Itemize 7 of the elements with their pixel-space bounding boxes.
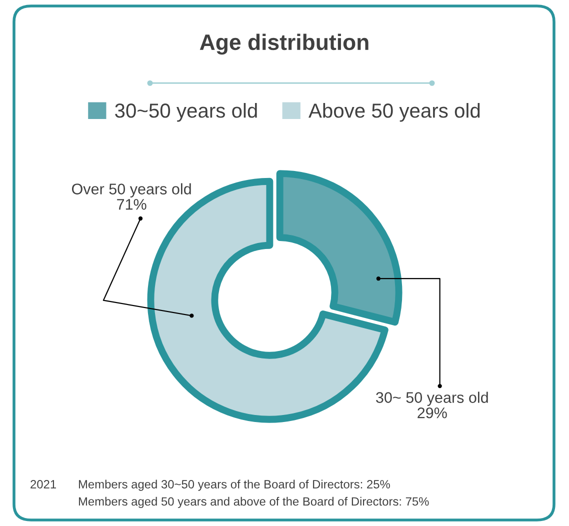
legend-label: Above 50 years old (308, 103, 480, 122)
legend-label: 30~50 years old (115, 103, 257, 122)
data-label: Over 50 years old 71% (72, 183, 191, 210)
text: 2021 (30, 480, 56, 488)
data-label: 30~ 50 years old 29% (376, 392, 488, 418)
text: Members aged 30~50 years of the Board of Directors: 25% Members aged 50 years and above of the Board of Directors: 75% (78, 480, 429, 508)
chart-title: Age distribution (200, 34, 368, 55)
